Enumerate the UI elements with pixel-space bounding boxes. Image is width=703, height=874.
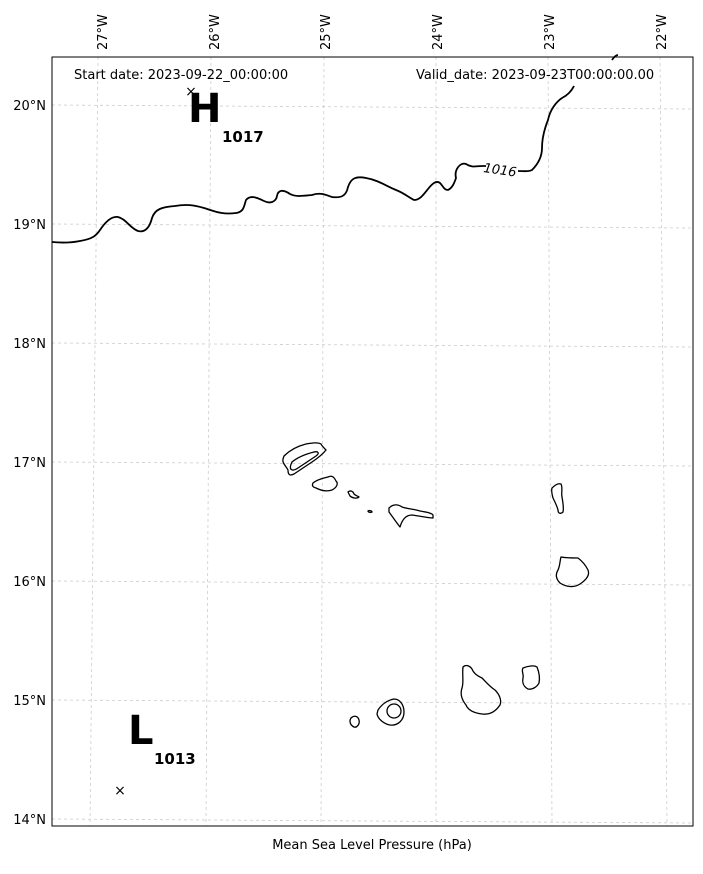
latitude-ticks: 20°N 19°N 18°N 17°N 16°N 15°N 14°N [13,99,46,828]
lat-tick-17n: 17°N [13,456,46,471]
map-frame [51,56,694,827]
lat-tick-16n: 16°N [13,575,46,590]
island-raso [367,509,373,514]
lon-tick-26w: 26°W [208,14,223,50]
low-value: 1013 [154,750,196,768]
valid-date-label: Valid_date: 2023-09-23T00:00:00.00 [416,68,654,83]
lat-tick-14n: 14°N [13,813,46,828]
isobar-label-1016: 1016 [482,161,517,180]
lon-tick-24w: 24°W [431,14,446,50]
island-boa-vista [555,556,590,588]
map-xlabel: Mean Sea Level Pressure (hPa) [272,838,472,853]
lat-tick-19n: 19°N [13,218,46,233]
isobar-1016-edge-mark [611,54,619,61]
meridian-23w [547,56,553,827]
parallel-20n [51,104,694,110]
high-center-marker: × [185,84,197,100]
high-value: 1017 [222,128,264,146]
meridian-25w [320,56,325,827]
island-santiago [460,664,502,715]
lat-tick-18n: 18°N [13,337,46,352]
high-letter: H [188,86,221,132]
isobar-1016-line-east [517,85,575,173]
parallel-14n [51,818,694,824]
island-brava [349,715,360,728]
island-santa-luzia [347,490,360,499]
parallel-15n [51,699,694,705]
meridian-26w [205,56,212,827]
low-letter: L [128,708,154,754]
island-santo-antao [282,442,327,476]
lat-tick-20n: 20°N [13,99,46,114]
island-maio [521,665,541,690]
isobar-1016-line [51,162,486,244]
low-center-marker: × [114,783,126,799]
fogo-volcano-contour [386,703,402,719]
lon-tick-25w: 25°W [319,14,334,50]
island-sao-vicente [311,475,338,492]
start-date-label: Start date: 2023-09-22_00:00:00 [74,68,288,83]
island-sal [550,483,565,514]
parallel-16n [51,580,694,586]
parallel-19n [51,223,694,229]
low-pressure-center: × L 1013 [114,708,196,799]
parallel-17n [51,461,694,467]
parallel-18n [51,342,694,348]
lon-tick-22w: 22°W [655,14,670,50]
island-santo-antao-contour [289,451,319,471]
longitude-ticks: 27°W 26°W 25°W 24°W 23°W 22°W [96,14,670,50]
high-pressure-center: × H 1017 [185,84,264,146]
lon-tick-27w: 27°W [96,14,111,50]
lon-tick-23w: 23°W [543,14,558,50]
lat-tick-15n: 15°N [13,694,46,709]
island-sao-nicolau [388,504,434,528]
island-fogo [376,698,405,726]
meridian-27w [89,56,99,827]
islands [282,442,590,728]
meridian-22w [659,56,668,827]
graticule [51,56,694,827]
